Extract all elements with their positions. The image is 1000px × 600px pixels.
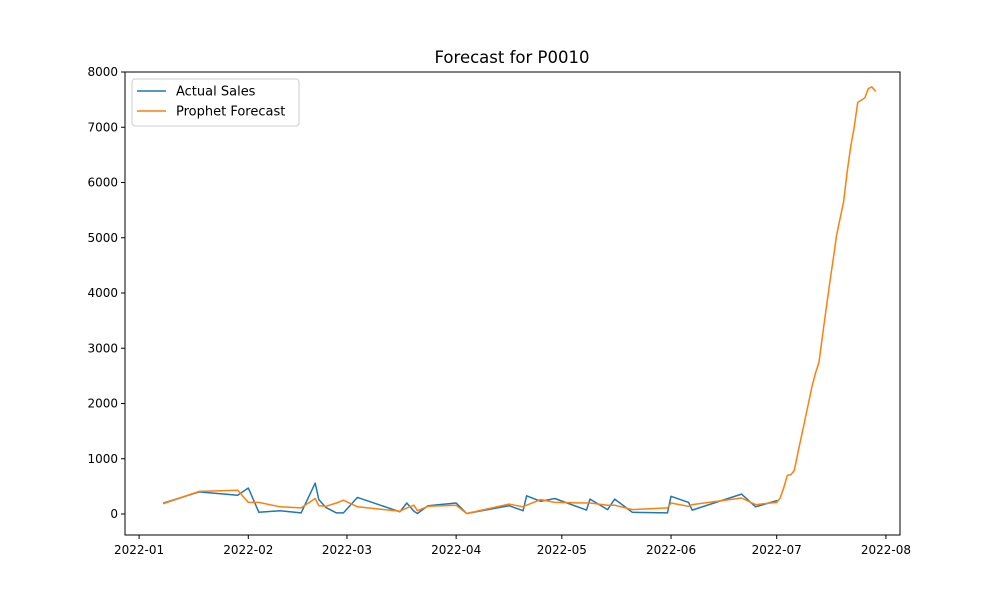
legend-label-actual-sales: Actual Sales bbox=[176, 85, 256, 100]
plot-series bbox=[162, 86, 877, 515]
x-tick-label-2022-07: 2022-07 bbox=[752, 543, 802, 557]
legend-box bbox=[131, 78, 300, 127]
series-line-actual-sales bbox=[162, 482, 778, 515]
y-tick-label-4000: 4000 bbox=[87, 286, 118, 300]
x-tick-label-2022-08: 2022-08 bbox=[861, 543, 911, 557]
y-tick-label-3000: 3000 bbox=[87, 341, 118, 355]
y-axis: 0 1000 2000 3000 4000 5000 6000 7000 8000 bbox=[87, 65, 125, 521]
y-tick-label-7000: 7000 bbox=[87, 120, 118, 134]
x-axis: 2022-01 2022-02 2022-03 2022-04 2022-05 2022-… bbox=[114, 535, 911, 557]
y-tick-label-0: 0 bbox=[110, 507, 118, 521]
chart-title: Forecast for P0010 bbox=[435, 48, 590, 67]
x-tick-label-2022-06: 2022-06 bbox=[646, 543, 696, 557]
x-tick-label-2022-04: 2022-04 bbox=[431, 543, 481, 557]
x-tick-label-2022-05: 2022-05 bbox=[537, 543, 587, 557]
y-tick-label-1000: 1000 bbox=[87, 452, 118, 466]
series-line-prophet-forecast bbox=[162, 86, 877, 515]
y-tick-label-2000: 2000 bbox=[87, 397, 118, 411]
legend: Actual Sales Prophet Forecast bbox=[131, 78, 300, 127]
legend-label-prophet-forecast: Prophet Forecast bbox=[176, 105, 285, 120]
plot-frame bbox=[124, 71, 901, 536]
y-tick-label-8000: 8000 bbox=[87, 65, 118, 79]
y-tick-label-5000: 5000 bbox=[87, 231, 118, 245]
x-tick-label-2022-01: 2022-01 bbox=[114, 543, 164, 557]
x-tick-label-2022-02: 2022-02 bbox=[223, 543, 273, 557]
y-tick-label-6000: 6000 bbox=[87, 176, 118, 190]
x-tick-label-2022-03: 2022-03 bbox=[322, 543, 372, 557]
